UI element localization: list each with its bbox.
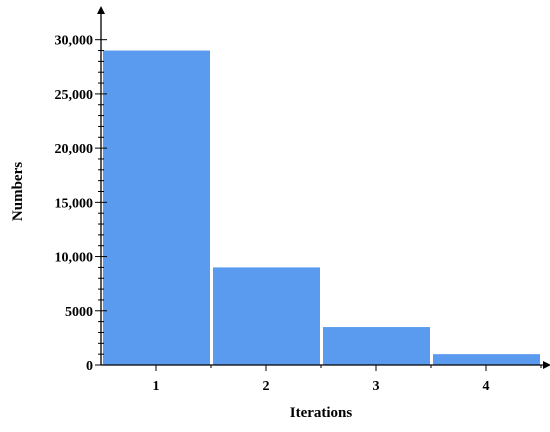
y-tick-label: 10,000 (55, 251, 94, 266)
y-tick-label: 0 (86, 359, 93, 374)
y-tick-label: 20,000 (55, 142, 94, 157)
y-axis-ticks: 0 5000 10,000 15,000 20,000 25,000 30,000 (55, 34, 107, 374)
y-axis-title: Numbers (10, 162, 26, 221)
x-tick-label: 1 (153, 379, 160, 394)
bars-group (103, 50, 540, 365)
bar-2 (213, 267, 320, 365)
y-tick-label: 15,000 (55, 196, 94, 211)
x-tick-label: 2 (263, 379, 270, 394)
bar-3 (323, 327, 430, 365)
x-tick-label: 3 (373, 379, 380, 394)
y-tick-label: 5000 (65, 305, 93, 320)
y-tick-label: 25,000 (55, 88, 94, 103)
bar-4 (433, 354, 540, 365)
y-tick-label: 30,000 (55, 34, 94, 49)
bar-1 (103, 50, 210, 365)
x-tick-label: 4 (483, 379, 490, 394)
x-axis-ticks: 1 2 3 4 (153, 365, 542, 394)
x-axis-title: Iterations (290, 405, 353, 421)
